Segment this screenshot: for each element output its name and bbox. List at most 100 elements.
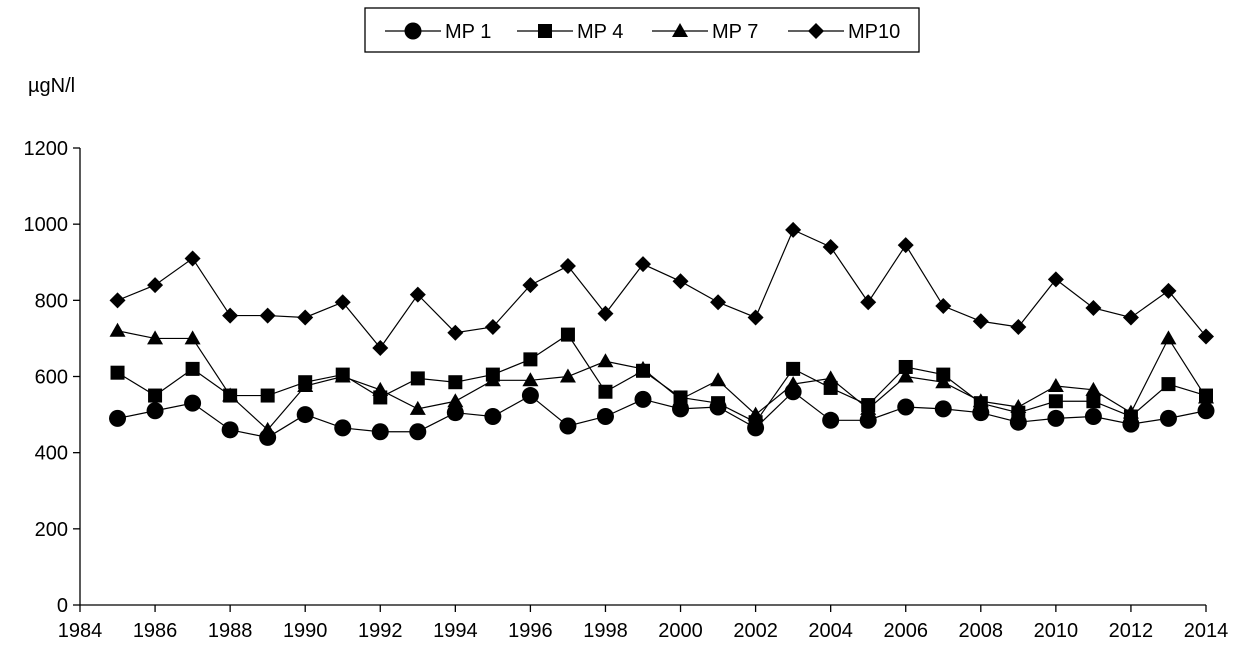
data-point-circle [484,407,502,425]
data-point-triangle [710,372,727,387]
data-point-diamond [822,239,839,256]
data-point-triangle [297,378,314,393]
legend-marker-circle [404,22,422,40]
data-point-triangle [860,400,877,415]
x-tick-label: 2002 [733,620,778,642]
axes: 0 200 400 600 800 1000 1200 1984 1986 1988 1990 199… [24,138,1229,642]
data-point-circle [897,398,915,416]
series-line [117,333,1207,423]
data-point-diamond [935,298,952,315]
data-point-circle [934,400,952,418]
y-tick-label: 600 [35,367,68,389]
data-point-triangle [597,353,614,368]
data-point-diamond [1047,271,1064,288]
x-tick-label: 2004 [808,620,853,642]
data-point-triangle [935,374,952,389]
data-point-triangle [1122,404,1139,419]
data-point-diamond [522,277,539,294]
data-point-triangle [522,372,539,387]
data-point-circle [109,409,127,427]
data-point-square [523,352,538,367]
data-point-diamond [184,250,201,267]
data-point-diamond [1160,282,1177,299]
data-point-diamond [447,324,464,341]
data-point-circle [521,387,539,405]
data-point-triangle [447,393,464,408]
data-point-diamond [747,309,764,326]
data-point-diamond [222,307,239,324]
x-tick-label: 2000 [658,620,703,642]
x-tick-label: 1990 [283,620,328,642]
data-point-triangle [1085,381,1102,396]
data-point-diamond [897,237,914,254]
y-tick-label: 1000 [24,214,69,236]
data-point-diamond [259,307,276,324]
data-point-diamond [672,273,689,290]
y-tick-label: 200 [35,519,68,541]
data-point-square [711,396,726,411]
data-point-square [1048,394,1063,409]
y-tick-label: 1200 [24,138,69,160]
legend: MP 1 MP 4 MP 7 MP10 [364,7,920,53]
y-axis-unit-label: µgN/l [28,75,75,97]
legend-item: MP10 [788,21,900,43]
data-point-diamond [1198,328,1214,345]
data-point-circle [634,390,652,408]
x-tick-label: 2008 [959,620,1004,642]
data-point-triangle [409,400,426,415]
data-point-circle [1159,409,1177,427]
legend-item: MP 4 [517,21,623,43]
data-point-diamond [860,294,877,311]
series-mp-7 [109,322,1214,436]
data-point-diamond [710,294,727,311]
data-point-circle [559,417,577,435]
data-point-diamond [372,339,389,356]
data-point-circle [334,419,352,437]
data-point-diamond [1010,318,1027,335]
legend-marker-triangle [672,23,688,37]
data-point-circle [596,407,614,425]
series-line [117,330,1207,431]
data-point-square [786,361,801,376]
data-point-triangle [559,368,576,383]
data-point-triangle [1010,398,1027,413]
data-point-circle [296,406,314,424]
data-point-diamond [635,256,651,273]
data-point-circle [1084,407,1102,425]
x-tick-label: 1984 [58,620,103,642]
data-point-triangle [747,406,764,421]
x-tick-label: 2006 [883,620,928,642]
data-point-diamond [334,294,351,311]
x-tick-label: 1998 [583,620,628,642]
x-tick-label: 1988 [208,620,253,642]
data-point-diamond [1122,309,1139,326]
y-tick-label: 0 [57,595,68,617]
data-point-diamond [109,292,126,309]
data-point-diamond [972,313,989,330]
data-point-square [410,371,425,386]
data-point-circle [221,421,239,439]
data-point-triangle [222,387,239,402]
data-point-square [1086,394,1101,409]
data-point-diamond [1085,299,1102,316]
x-tick-label: 1992 [358,620,403,642]
data-point-triangle [334,368,351,383]
data-point-diamond [147,277,164,294]
x-tick-label: 2010 [1034,620,1079,642]
x-tick-label: 1994 [433,620,478,642]
legend-item: MP 1 [385,21,491,43]
data-point-diamond [559,258,576,275]
legend-label: MP 4 [577,21,623,43]
legend-item: MP 7 [652,21,758,43]
data-point-square [823,380,838,395]
legend-frame [364,7,920,53]
legend-items: MP 1 MP 4 MP 7 MP10 [385,21,900,43]
data-point-triangle [372,381,389,396]
data-point-triangle [109,322,126,337]
data-point-triangle [484,372,501,387]
data-point-square [185,361,200,376]
data-point-diamond [409,286,426,303]
series-mp10 [109,221,1214,356]
data-point-triangle [1160,330,1177,345]
data-point-square [560,327,575,342]
